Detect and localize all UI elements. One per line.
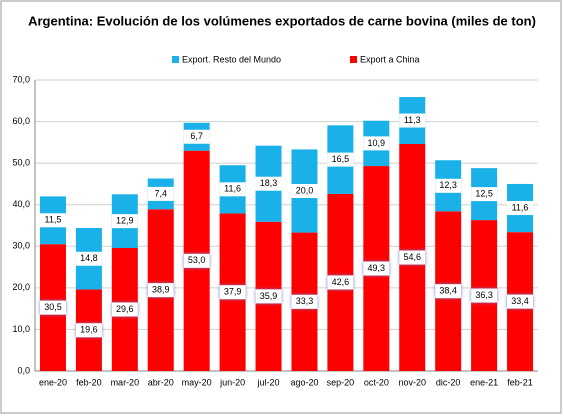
value-label-box bbox=[291, 294, 318, 309]
value-label: 18,3 bbox=[260, 178, 278, 188]
value-label-box bbox=[183, 129, 210, 144]
value-label: 54,6 bbox=[403, 252, 421, 262]
value-label: 14,8 bbox=[80, 253, 98, 263]
value-label-box bbox=[183, 253, 210, 268]
value-label-box bbox=[327, 275, 354, 290]
value-label-box bbox=[363, 261, 390, 276]
value-label: 29,6 bbox=[116, 304, 134, 314]
value-label: 16,5 bbox=[332, 154, 350, 164]
legend-swatch bbox=[172, 56, 179, 63]
chart-title: Argentina: Evolución de los volúmenes ex… bbox=[28, 13, 536, 28]
value-label: 37,9 bbox=[224, 287, 242, 297]
value-label-box bbox=[219, 182, 246, 197]
value-label-box bbox=[327, 152, 354, 167]
value-label-box bbox=[147, 186, 174, 201]
value-label-box bbox=[147, 283, 174, 298]
value-label-box bbox=[435, 284, 462, 299]
y-tick-label: 60,0 bbox=[12, 116, 30, 126]
value-label-box bbox=[507, 201, 534, 216]
value-label-box bbox=[399, 250, 426, 265]
value-label: 12,9 bbox=[116, 216, 134, 226]
x-tick-label: may-20 bbox=[182, 377, 212, 387]
value-label-box bbox=[291, 183, 318, 198]
value-label-box bbox=[255, 176, 282, 191]
value-label-box bbox=[219, 285, 246, 300]
value-label-box bbox=[399, 113, 426, 128]
value-label: 11,6 bbox=[224, 184, 241, 194]
x-tick-label: jun-20 bbox=[219, 377, 245, 387]
value-label: 30,5 bbox=[44, 302, 62, 312]
x-tick-label: oct-20 bbox=[364, 377, 389, 387]
y-tick-label: 70,0 bbox=[12, 74, 30, 84]
y-tick-label: 40,0 bbox=[12, 199, 30, 209]
y-tick-label: 0,0 bbox=[17, 365, 30, 375]
value-label-box bbox=[75, 323, 102, 338]
value-label: 33,4 bbox=[511, 296, 529, 306]
value-label: 7,4 bbox=[154, 188, 167, 198]
value-label: 11,5 bbox=[45, 215, 62, 225]
value-label-box bbox=[507, 294, 534, 309]
value-label: 49,3 bbox=[368, 263, 386, 273]
value-label: 53,0 bbox=[188, 255, 206, 265]
value-label: 42,6 bbox=[332, 277, 350, 287]
value-label-box bbox=[39, 213, 66, 228]
value-label-box bbox=[111, 302, 138, 317]
y-tick-label: 30,0 bbox=[12, 241, 30, 251]
x-tick-label: dic-20 bbox=[436, 377, 461, 387]
x-tick-label: jul-20 bbox=[257, 377, 280, 387]
value-label: 12,3 bbox=[439, 180, 457, 190]
value-label: 19,6 bbox=[80, 325, 98, 335]
value-label-box bbox=[255, 289, 282, 304]
x-tick-label: feb-20 bbox=[76, 377, 102, 387]
value-label: 12,5 bbox=[475, 188, 493, 198]
y-tick-label: 10,0 bbox=[12, 324, 30, 334]
legend-label: Export. Resto del Mundo bbox=[182, 54, 281, 64]
y-tick-label: 20,0 bbox=[12, 282, 30, 292]
value-label: 20,0 bbox=[296, 185, 314, 195]
legend-label: Export a China bbox=[360, 54, 420, 64]
x-tick-label: ago-20 bbox=[290, 377, 318, 387]
value-label-box bbox=[75, 251, 102, 266]
x-tick-label: sep-20 bbox=[327, 377, 355, 387]
value-label: 38,4 bbox=[439, 286, 457, 296]
value-label: 33,3 bbox=[296, 296, 314, 306]
value-label: 6,7 bbox=[190, 131, 203, 141]
value-label-box bbox=[39, 300, 66, 315]
value-label-box bbox=[111, 214, 138, 229]
value-label: 10,9 bbox=[368, 138, 386, 148]
x-tick-label: feb-21 bbox=[507, 377, 533, 387]
value-label-box bbox=[363, 136, 390, 151]
y-tick-label: 50,0 bbox=[12, 158, 30, 168]
value-label-box bbox=[471, 288, 498, 303]
x-tick-label: abr-20 bbox=[148, 377, 174, 387]
value-label: 11,6 bbox=[512, 202, 529, 212]
x-tick-label: ene-20 bbox=[39, 377, 67, 387]
value-label: 36,3 bbox=[475, 290, 493, 300]
value-label-box bbox=[435, 178, 462, 193]
value-label: 11,3 bbox=[404, 115, 421, 125]
x-tick-label: mar-20 bbox=[111, 377, 140, 387]
value-label: 35,9 bbox=[260, 291, 278, 301]
value-label: 38,9 bbox=[152, 285, 170, 295]
x-tick-label: ene-21 bbox=[470, 377, 498, 387]
legend-swatch bbox=[350, 56, 357, 63]
value-label-box bbox=[471, 187, 498, 202]
x-tick-label: nov-20 bbox=[398, 377, 426, 387]
